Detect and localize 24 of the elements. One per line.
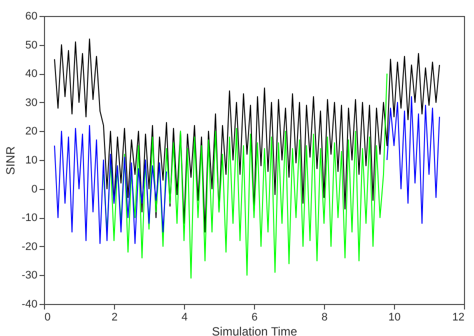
- y-tick-label: 40: [25, 68, 38, 80]
- y-tick-label: 30: [25, 96, 38, 109]
- x-tick-label: 4: [181, 312, 188, 324]
- line-series: [386, 96, 440, 224]
- y-tick-label: -40: [22, 298, 38, 310]
- x-tick-label: 0: [44, 312, 51, 324]
- line-series: [54, 124, 167, 244]
- x-tick-label: 10: [388, 312, 401, 324]
- y-tick-label: 60: [25, 10, 38, 22]
- y-tick-label: 20: [25, 126, 38, 138]
- x-axis-title: Simulation Time: [212, 324, 298, 336]
- y-axis-title: SINR: [4, 146, 18, 175]
- x-tick-label: 2: [111, 312, 118, 324]
- y-tick-label: 50: [25, 39, 38, 52]
- x-tick-label: 12: [452, 312, 464, 324]
- y-tick-label: -10: [22, 212, 38, 224]
- y-tick-label: 0: [31, 183, 38, 196]
- line-series: [103, 73, 388, 279]
- y-tick-label: -20: [22, 240, 38, 253]
- y-tick-label: -30: [22, 270, 38, 282]
- x-tick-label: 8: [321, 312, 328, 324]
- y-tick-label: 10: [25, 154, 38, 166]
- x-tick-label: 6: [251, 312, 258, 324]
- line-series: [54, 38, 440, 232]
